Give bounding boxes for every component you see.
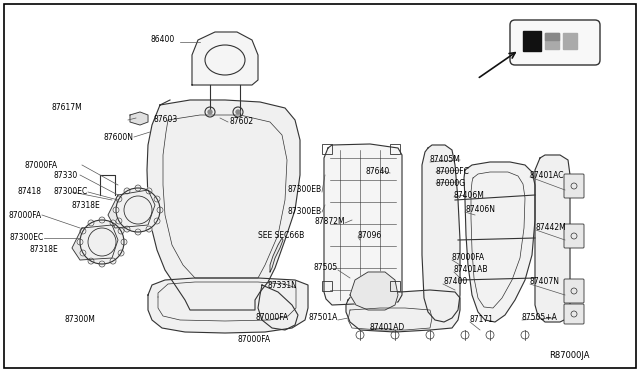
Text: 87300EB: 87300EB bbox=[288, 208, 322, 217]
Circle shape bbox=[110, 220, 116, 226]
Text: 87401AC: 87401AC bbox=[530, 170, 564, 180]
Polygon shape bbox=[324, 144, 402, 305]
Text: 87300EB: 87300EB bbox=[288, 186, 322, 195]
Text: 87405M: 87405M bbox=[430, 155, 461, 164]
Text: 87300EC: 87300EC bbox=[10, 234, 44, 243]
Circle shape bbox=[236, 110, 240, 114]
Circle shape bbox=[113, 207, 119, 213]
Circle shape bbox=[118, 228, 124, 234]
Text: 87501A: 87501A bbox=[308, 314, 338, 323]
Text: 87300EC: 87300EC bbox=[54, 187, 88, 196]
Circle shape bbox=[99, 217, 105, 223]
Polygon shape bbox=[72, 225, 118, 260]
Circle shape bbox=[121, 239, 127, 245]
Circle shape bbox=[157, 207, 163, 213]
Text: 87418: 87418 bbox=[18, 187, 42, 196]
Polygon shape bbox=[346, 290, 460, 332]
Bar bbox=[545, 33, 559, 49]
Polygon shape bbox=[130, 112, 148, 125]
Circle shape bbox=[146, 188, 152, 194]
Text: 86400: 86400 bbox=[151, 35, 175, 45]
Bar bbox=[563, 33, 577, 49]
Polygon shape bbox=[350, 272, 398, 310]
Text: 87406M: 87406M bbox=[454, 190, 485, 199]
Circle shape bbox=[116, 188, 160, 232]
FancyBboxPatch shape bbox=[564, 224, 584, 248]
Text: 87401AB: 87401AB bbox=[454, 266, 488, 275]
Polygon shape bbox=[148, 278, 308, 333]
Text: 87318E: 87318E bbox=[29, 246, 58, 254]
Text: 87000FA: 87000FA bbox=[25, 160, 58, 170]
Bar bbox=[390, 144, 400, 154]
Circle shape bbox=[116, 196, 122, 202]
Bar bbox=[390, 281, 400, 291]
Text: 87406N: 87406N bbox=[465, 205, 495, 215]
Polygon shape bbox=[422, 145, 460, 322]
Circle shape bbox=[118, 250, 124, 256]
Circle shape bbox=[154, 196, 160, 202]
Text: 87400: 87400 bbox=[443, 278, 467, 286]
Text: 87617M: 87617M bbox=[51, 103, 82, 112]
Text: 87442M: 87442M bbox=[536, 224, 567, 232]
Circle shape bbox=[135, 229, 141, 235]
Text: 87000FA: 87000FA bbox=[9, 211, 42, 219]
Circle shape bbox=[116, 218, 122, 224]
Circle shape bbox=[110, 258, 116, 264]
Circle shape bbox=[135, 185, 141, 191]
Text: 87000FA: 87000FA bbox=[255, 314, 288, 323]
Circle shape bbox=[208, 110, 212, 114]
Polygon shape bbox=[464, 162, 535, 322]
Circle shape bbox=[99, 261, 105, 267]
Polygon shape bbox=[192, 32, 258, 85]
Bar bbox=[322, 281, 332, 291]
Text: 87330: 87330 bbox=[54, 170, 78, 180]
Bar bbox=[545, 33, 559, 40]
Text: 87602: 87602 bbox=[230, 118, 254, 126]
Text: 87171: 87171 bbox=[470, 315, 494, 324]
FancyBboxPatch shape bbox=[564, 279, 584, 303]
Circle shape bbox=[77, 239, 83, 245]
Circle shape bbox=[88, 258, 94, 264]
Bar bbox=[523, 31, 541, 51]
Polygon shape bbox=[535, 155, 570, 322]
Circle shape bbox=[80, 250, 86, 256]
Text: 87000G: 87000G bbox=[436, 179, 466, 187]
Circle shape bbox=[88, 220, 94, 226]
FancyBboxPatch shape bbox=[564, 174, 584, 198]
Text: 87603: 87603 bbox=[154, 115, 178, 125]
Text: 87407N: 87407N bbox=[530, 278, 560, 286]
FancyBboxPatch shape bbox=[510, 20, 600, 65]
Polygon shape bbox=[108, 190, 155, 228]
Text: 87000FA: 87000FA bbox=[238, 336, 271, 344]
Text: 87872M: 87872M bbox=[314, 218, 345, 227]
Text: 87505+A: 87505+A bbox=[522, 314, 558, 323]
Text: 87096: 87096 bbox=[358, 231, 382, 240]
Text: 87331N: 87331N bbox=[268, 280, 298, 289]
Text: R87000JA: R87000JA bbox=[550, 350, 590, 359]
Text: 87600N: 87600N bbox=[104, 132, 134, 141]
Text: SEE SEC66B: SEE SEC66B bbox=[258, 231, 304, 240]
Text: 87000FC: 87000FC bbox=[436, 167, 470, 176]
Text: 87505: 87505 bbox=[314, 263, 338, 273]
Text: 87640: 87640 bbox=[365, 167, 390, 176]
Text: 87300M: 87300M bbox=[64, 315, 95, 324]
Circle shape bbox=[146, 226, 152, 232]
Circle shape bbox=[80, 220, 124, 264]
Bar bbox=[322, 144, 332, 154]
Text: 87000FA: 87000FA bbox=[452, 253, 485, 263]
Polygon shape bbox=[270, 238, 283, 272]
Polygon shape bbox=[147, 100, 300, 310]
Circle shape bbox=[80, 228, 86, 234]
Text: 87401AD: 87401AD bbox=[370, 324, 405, 333]
Circle shape bbox=[124, 226, 130, 232]
Circle shape bbox=[154, 218, 160, 224]
Text: 87318E: 87318E bbox=[71, 201, 100, 209]
Circle shape bbox=[124, 188, 130, 194]
FancyBboxPatch shape bbox=[564, 304, 584, 324]
